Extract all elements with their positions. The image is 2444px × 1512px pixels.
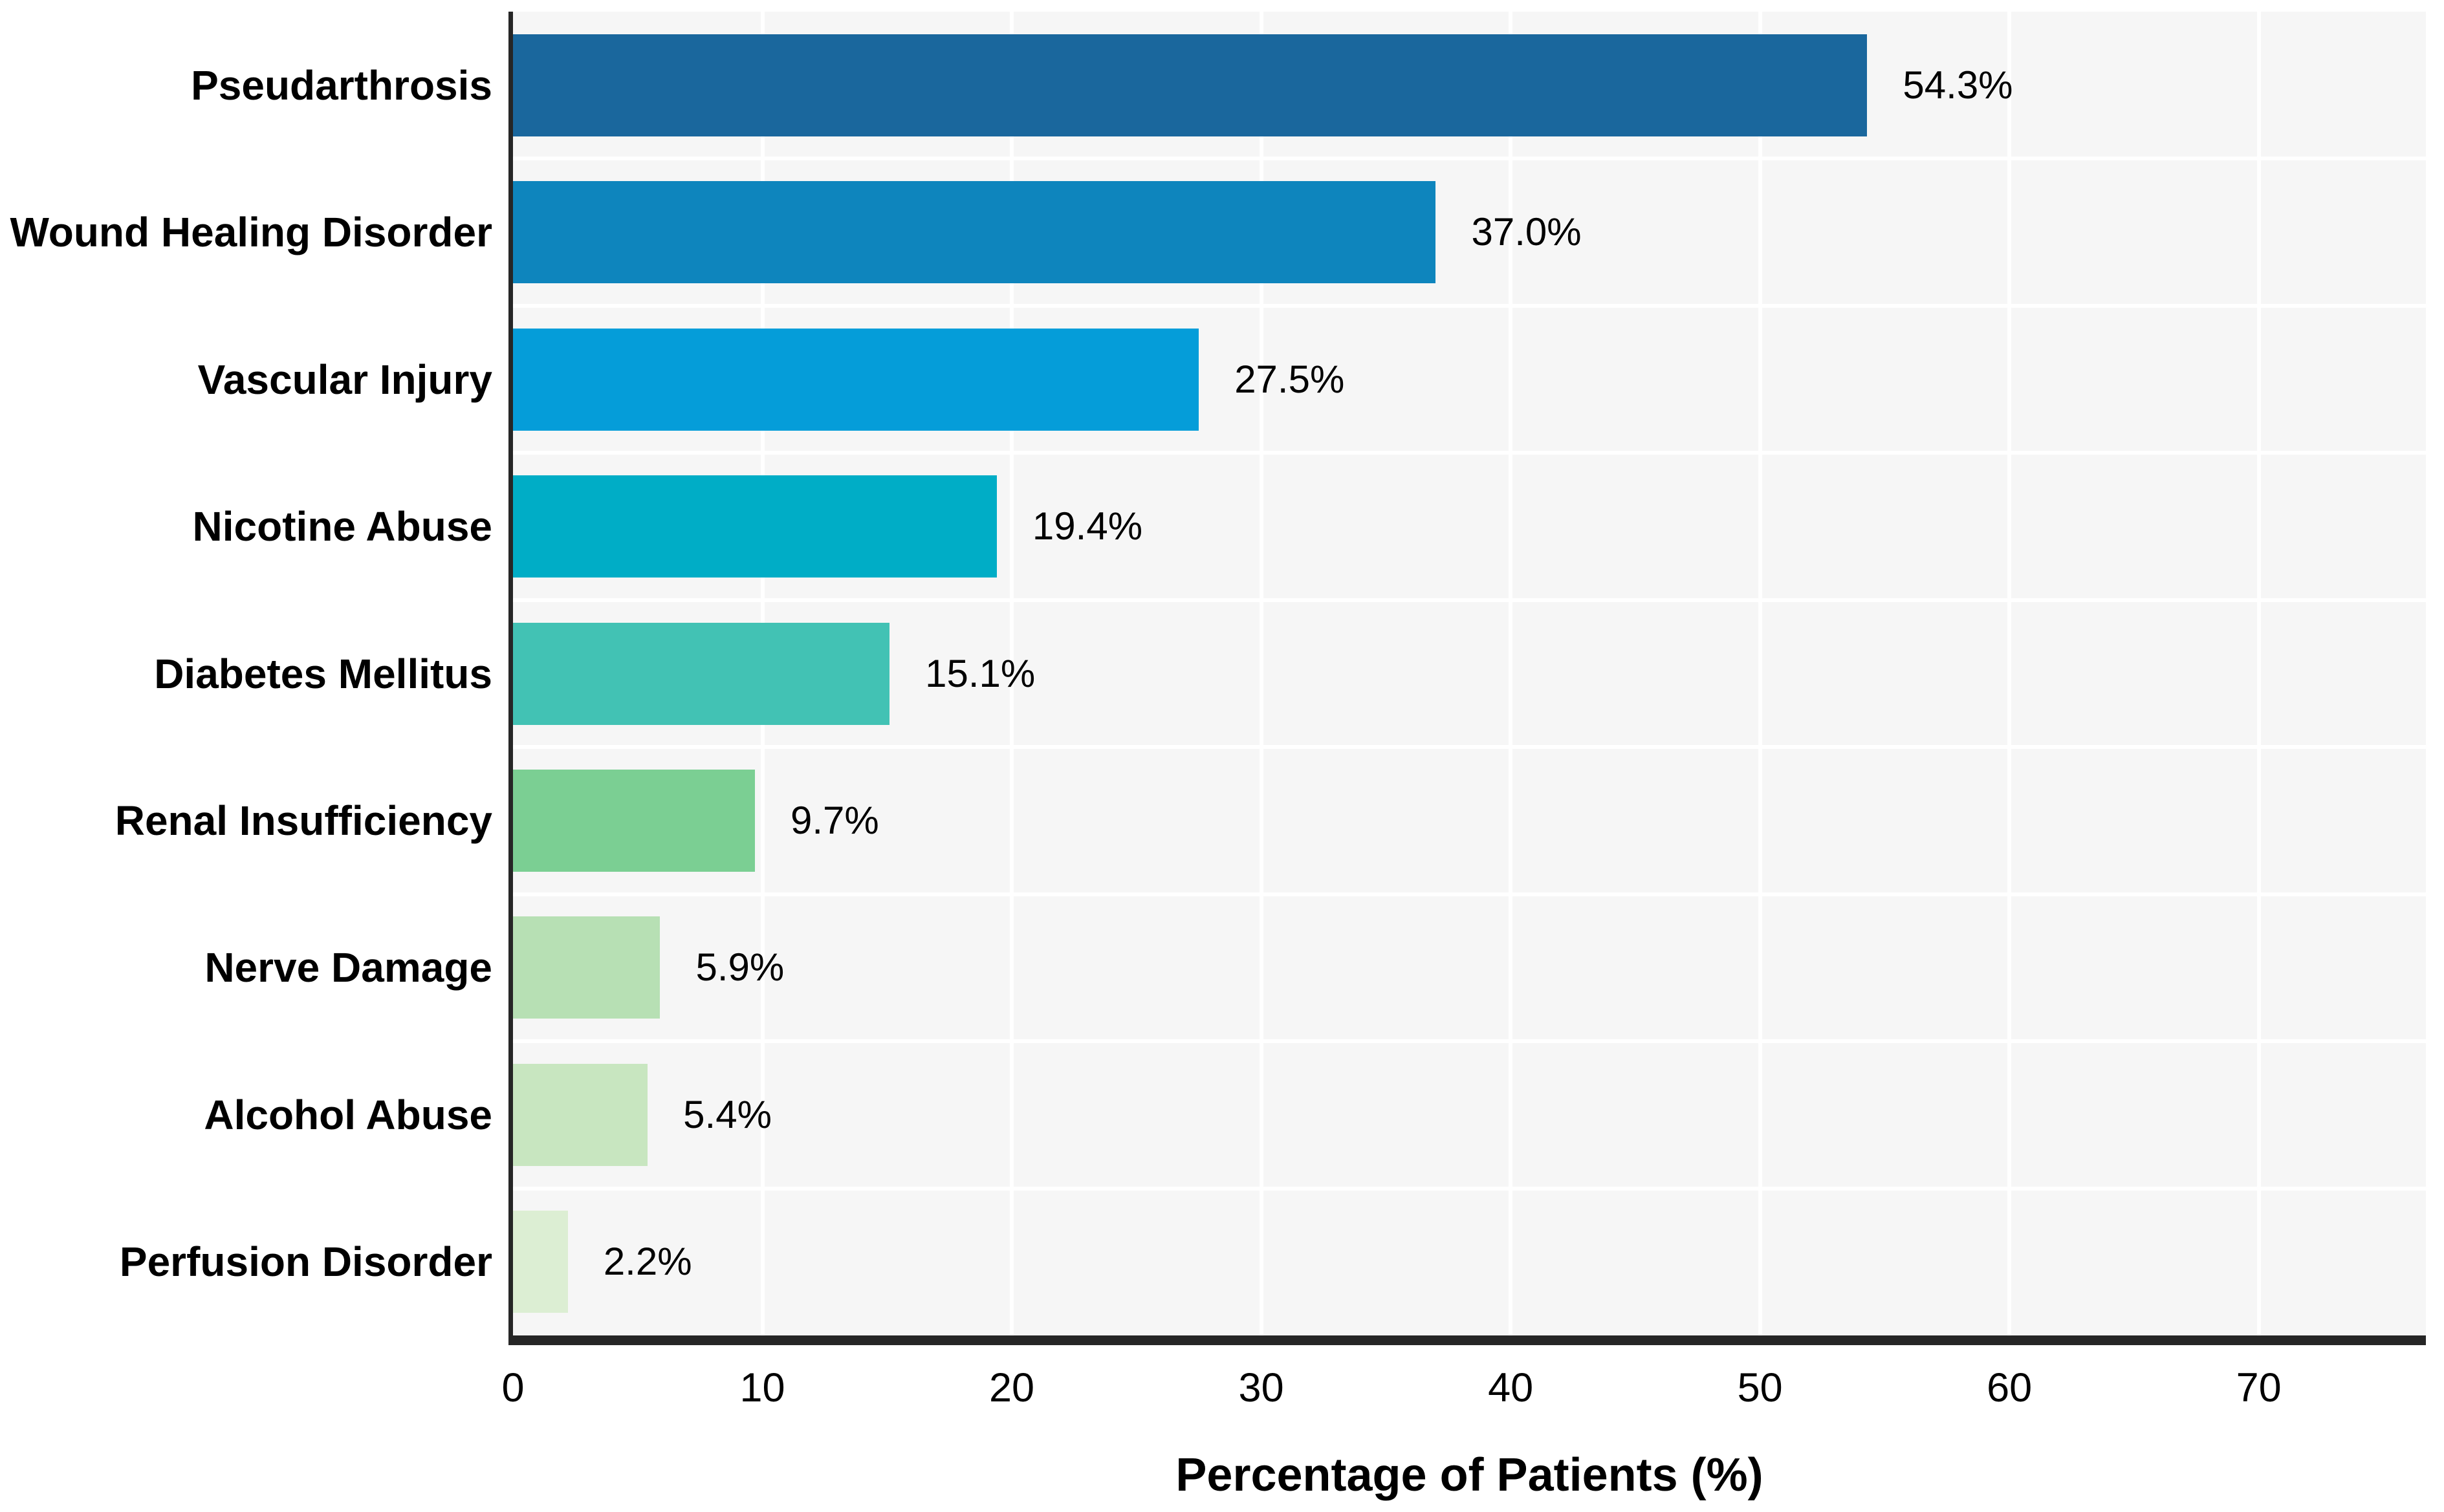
value-label-diabetes-mellitus: 15.1% — [925, 651, 1036, 695]
category-label-diabetes-mellitus: Diabetes Mellitus — [154, 650, 492, 697]
category-label-nerve-damage: Nerve Damage — [204, 944, 492, 991]
y-gridline-7 — [513, 1039, 2426, 1044]
y-gridline-5 — [513, 745, 2426, 750]
x-axis-title: Percentage of Patients (%) — [1175, 1449, 1763, 1501]
category-label-perfusion-disorder: Perfusion Disorder — [119, 1238, 492, 1286]
x-tick-label-0: 0 — [501, 1365, 525, 1410]
plot-area — [513, 12, 2426, 1335]
y-gridline-1 — [513, 157, 2426, 161]
x-tick-label-60: 60 — [1987, 1365, 2033, 1410]
x-gridline-30 — [1259, 12, 1263, 1335]
bar-vascular-injury — [513, 328, 1199, 431]
category-label-vascular-injury: Vascular Injury — [197, 356, 492, 403]
x-tick-label-40: 40 — [1488, 1365, 1534, 1410]
value-label-nicotine-abuse: 19.4% — [1032, 504, 1143, 548]
bar-alcohol-abuse — [513, 1063, 648, 1166]
bar-diabetes-mellitus — [513, 622, 890, 725]
category-label-wound-healing-disorder: Wound Healing Disorder — [10, 209, 492, 256]
x-gridline-20 — [1010, 12, 1014, 1335]
x-gridline-50 — [1758, 12, 1762, 1335]
category-label-pseudarthrosis: Pseudarthrosis — [191, 61, 492, 109]
bar-perfusion-disorder — [513, 1211, 568, 1313]
value-label-vascular-injury: 27.5% — [1234, 357, 1345, 401]
x-axis-spine — [508, 1335, 2426, 1345]
bar-nerve-damage — [513, 916, 660, 1019]
bar-wound-healing-disorder — [513, 181, 1436, 284]
x-tick-label-30: 30 — [1238, 1365, 1284, 1410]
x-tick-label-20: 20 — [989, 1365, 1035, 1410]
y-gridline-6 — [513, 892, 2426, 896]
category-label-renal-insufficiency: Renal Insufficiency — [115, 797, 492, 844]
bar-nicotine-abuse — [513, 475, 997, 578]
value-label-perfusion-disorder: 2.2% — [603, 1240, 692, 1284]
x-gridline-40 — [1509, 12, 1513, 1335]
x-tick-label-10: 10 — [739, 1365, 785, 1410]
category-label-nicotine-abuse: Nicotine Abuse — [192, 503, 492, 550]
value-label-alcohol-abuse: 5.4% — [683, 1092, 772, 1136]
y-gridline-8 — [513, 1186, 2426, 1191]
y-axis-spine — [508, 12, 513, 1335]
category-label-alcohol-abuse: Alcohol Abuse — [204, 1091, 492, 1138]
y-gridline-3 — [513, 451, 2426, 455]
value-label-pseudarthrosis: 54.3% — [1903, 63, 2013, 107]
y-gridline-4 — [513, 598, 2426, 602]
value-label-renal-insufficiency: 9.7% — [790, 798, 879, 842]
x-tick-label-50: 50 — [1737, 1365, 1783, 1410]
bar-pseudarthrosis — [513, 34, 1868, 136]
x-tick-label-70: 70 — [2236, 1365, 2282, 1410]
value-label-nerve-damage: 5.9% — [695, 945, 785, 989]
x-gridline-60 — [2007, 12, 2012, 1335]
value-label-wound-healing-disorder: 37.0% — [1471, 210, 1582, 254]
x-gridline-70 — [2256, 12, 2261, 1335]
y-gridline-2 — [513, 303, 2426, 308]
bar-renal-insufficiency — [513, 769, 755, 872]
